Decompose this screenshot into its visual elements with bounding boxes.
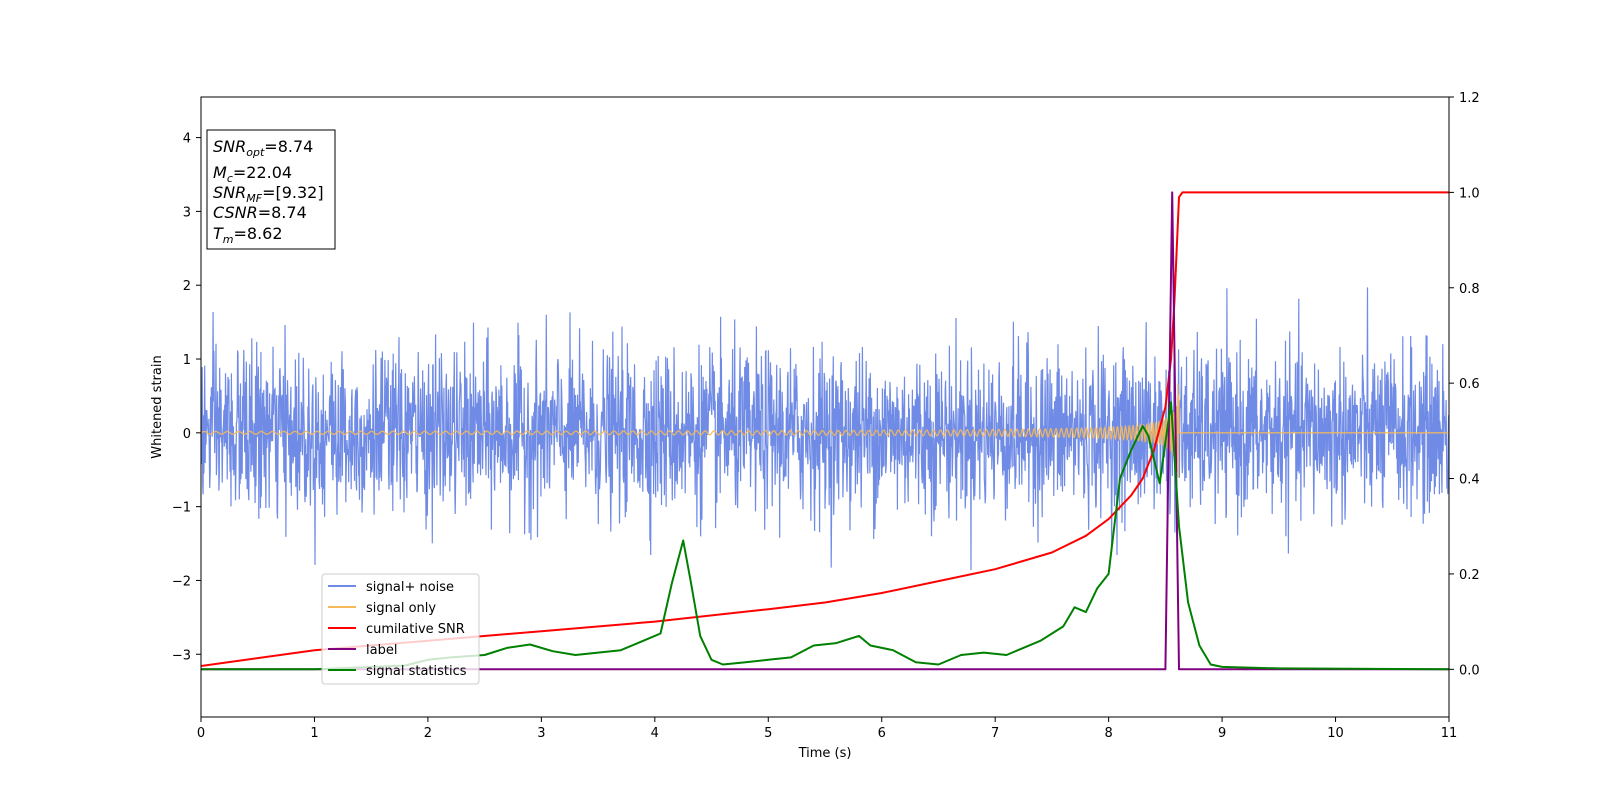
annotation-snr-opt: SNRopt=8.74 <box>213 137 313 159</box>
x-tick-label: 6 <box>878 726 886 741</box>
y-tick-label: −2 <box>172 574 191 589</box>
x-tick-label: 2 <box>424 726 432 741</box>
y2-tick-label: 0.0 <box>1459 663 1480 678</box>
annotation-snr-opt-value: =8.74 <box>264 137 313 156</box>
x-tick-label: 7 <box>991 726 999 741</box>
annotation-snr-mf: SNRMF=[9.32] <box>213 183 324 205</box>
y2-tick-label: 0.2 <box>1459 568 1480 583</box>
y2-tick-label: 1.0 <box>1459 186 1480 201</box>
legend-label: cumilative SNR <box>366 622 465 637</box>
annotation-snr-mf-value: =[9.32] <box>262 183 324 202</box>
annotation-mc-value: =22.04 <box>233 163 292 182</box>
annotation-snr-opt-sub: opt <box>246 146 265 159</box>
x-tick-label: 4 <box>651 726 659 741</box>
y-axis-label: Whitened strain <box>150 355 165 458</box>
series-signal-noise <box>201 287 1449 571</box>
x-tick-label: 9 <box>1218 726 1226 741</box>
y2-tick-label: 0.4 <box>1459 473 1480 488</box>
y-tick-label: 0 <box>183 427 191 442</box>
legend-label: signal statistics <box>366 664 467 679</box>
series-signal-only <box>201 383 1449 478</box>
legend-label: signal+ noise <box>366 580 454 595</box>
x-tick-label: 10 <box>1327 726 1344 741</box>
series-signal-statistics <box>201 401 1449 671</box>
plot-area <box>201 191 1449 671</box>
x-tick-label: 8 <box>1104 726 1112 741</box>
plot-frame <box>200 96 1450 718</box>
y-axis-left: −3 −2 −1 0 1 2 3 4 <box>172 132 201 663</box>
legend: signal+ noise signal only cumilative SNR la… <box>321 573 480 685</box>
y2-tick-label: 0.8 <box>1459 282 1480 297</box>
annotation-mc: Mc=22.04 <box>213 163 292 185</box>
signal-only-line <box>201 383 1449 478</box>
y-tick-label: 1 <box>183 353 191 368</box>
legend-label: signal only <box>366 601 436 616</box>
annotation-mc-base: M <box>213 163 227 182</box>
x-tick-label: 11 <box>1441 726 1458 741</box>
y-tick-label: 3 <box>183 205 191 220</box>
x-tick-label: 5 <box>764 726 772 741</box>
x-axis: 0 1 2 3 4 5 6 7 8 9 10 11 <box>197 717 1457 741</box>
annotation-tm: Tm=8.62 <box>213 224 283 246</box>
y2-tick-label: 0.6 <box>1459 377 1480 392</box>
y-axis-right: 0.0 0.2 0.4 0.6 0.8 1.0 1.2 <box>1449 91 1480 678</box>
x-tick-label: 1 <box>310 726 318 741</box>
y-tick-label: −1 <box>172 501 191 516</box>
annotation-snr-mf-base: SNR <box>213 183 246 202</box>
legend-frame <box>321 573 480 685</box>
x-axis-label: Time (s) <box>798 746 852 761</box>
x-tick-label: 3 <box>537 726 545 741</box>
legend-label: label <box>366 643 397 658</box>
annotation-frame <box>206 129 336 250</box>
y-tick-label: 2 <box>183 279 191 294</box>
annotation-snr-mf-sub: MF <box>246 192 262 205</box>
y-tick-label: 4 <box>183 132 191 147</box>
annotation-tm-base: T <box>213 224 224 243</box>
y-tick-label: −3 <box>172 648 191 663</box>
series-cumulative-snr <box>201 191 1449 667</box>
annotation-csnr-base: CSNR <box>213 203 258 222</box>
annotation-snr-opt-base: SNR <box>213 137 246 156</box>
label-line <box>201 191 1449 671</box>
y2-tick-label: 1.2 <box>1459 91 1480 106</box>
annotation-csnr: CSNR=8.74 <box>213 203 307 222</box>
annotation-tm-value: =8.62 <box>234 224 283 243</box>
signal-statistics-line <box>201 401 1449 671</box>
annotation-box: SNRopt=8.74 Mc=22.04 SNRMF=[9.32] CSNR=8… <box>206 129 336 250</box>
annotation-tm-sub: m <box>223 233 234 246</box>
cumulative-snr-line <box>201 191 1449 667</box>
annotation-mc-sub: c <box>227 172 233 185</box>
x-tick-label: 0 <box>197 726 205 741</box>
series-label <box>201 191 1449 671</box>
annotation-csnr-value: =8.74 <box>258 203 307 222</box>
signal-noise-line <box>201 287 1449 571</box>
